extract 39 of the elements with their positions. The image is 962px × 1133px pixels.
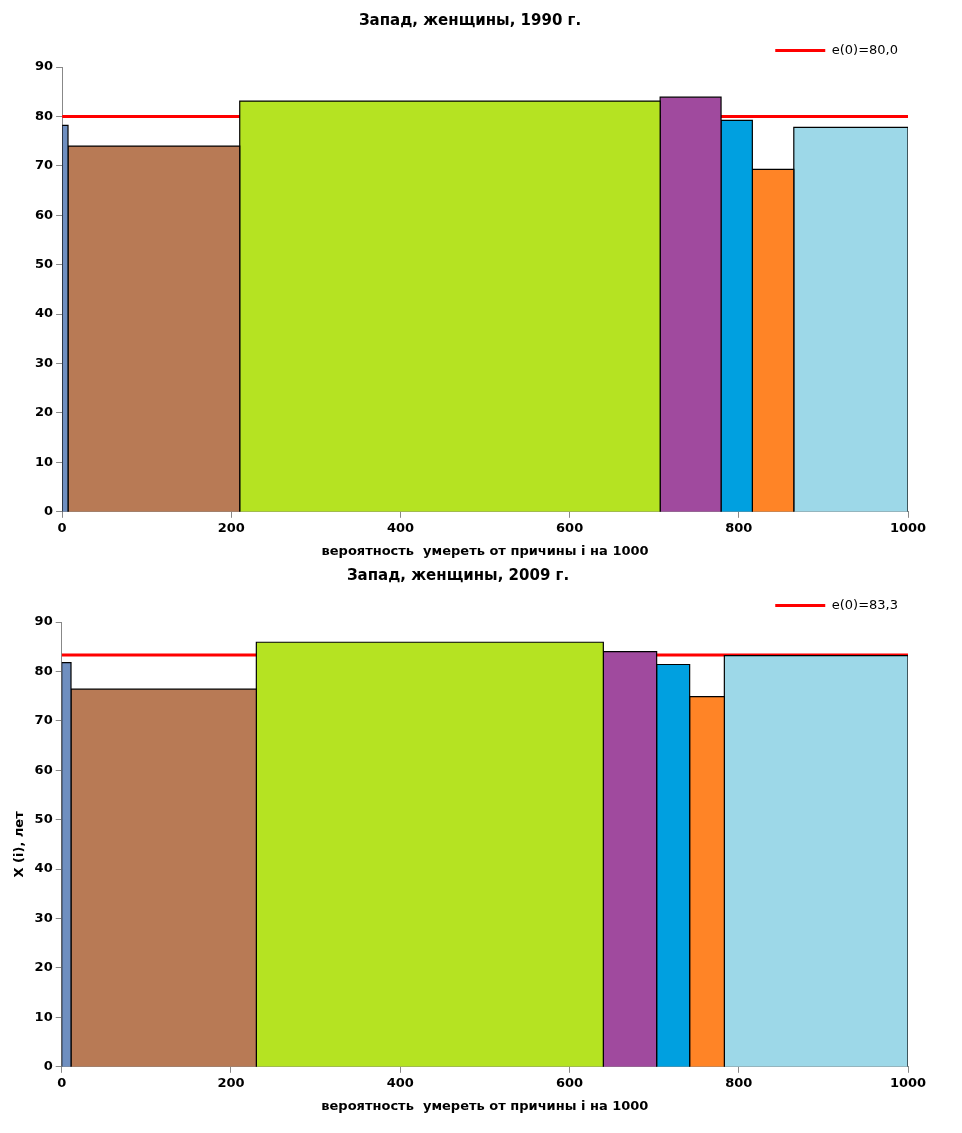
y-tick-label: 80 <box>34 662 53 678</box>
x-tick-label: 0 <box>57 1074 67 1090</box>
chart-title: Запад, женщины, 1990 г. <box>358 10 582 29</box>
chart-title: Запад, женщины, 2009 г. <box>346 565 570 584</box>
y-axis-title: X (i), лет <box>11 810 27 878</box>
y-tick-label: 0 <box>43 1058 53 1074</box>
x-tick-label: 200 <box>217 1074 245 1090</box>
y-tick-label: 10 <box>35 453 54 469</box>
y-tick-label: 50 <box>35 256 54 272</box>
x-tick-label: 800 <box>725 1074 753 1090</box>
x-axis-title: вероятность умереть от причины i на 1000 <box>321 542 649 558</box>
x-tick-label: 200 <box>217 519 245 535</box>
y-tick-label: 30 <box>34 909 53 925</box>
y-tick-label: 20 <box>34 959 53 975</box>
legend-label: e(0)=83,3 <box>831 596 899 612</box>
y-tick-label: 10 <box>34 1008 53 1024</box>
x-tick-label: 400 <box>386 1074 414 1090</box>
y-tick-label: 20 <box>35 404 54 420</box>
y-tick-label: 90 <box>34 613 53 629</box>
y-tick-label: 30 <box>35 354 54 370</box>
x-axis-title: вероятность умереть от причины i на 1000 <box>321 1097 649 1113</box>
y-tick-label: 60 <box>34 761 53 777</box>
y-tick-label: 0 <box>44 503 54 519</box>
x-tick-label: 0 <box>57 519 67 535</box>
y-tick-label: 70 <box>34 712 53 728</box>
y-tick-label: 40 <box>34 860 53 876</box>
y-tick-label: 60 <box>35 206 54 222</box>
legend-label: e(0)=80,0 <box>831 41 899 57</box>
x-tick-label: 600 <box>556 519 584 535</box>
y-tick-label: 50 <box>34 811 53 827</box>
y-tick-label: 40 <box>35 305 54 321</box>
x-tick-label: 1000 <box>889 1074 927 1090</box>
x-tick-label: 600 <box>555 1074 584 1090</box>
y-tick-label: 80 <box>35 107 54 123</box>
x-tick-label: 800 <box>725 519 753 535</box>
x-tick-label: 1000 <box>889 519 927 535</box>
y-tick-label: 70 <box>35 157 54 173</box>
y-tick-label: 90 <box>35 58 54 74</box>
x-tick-label: 400 <box>386 519 415 535</box>
